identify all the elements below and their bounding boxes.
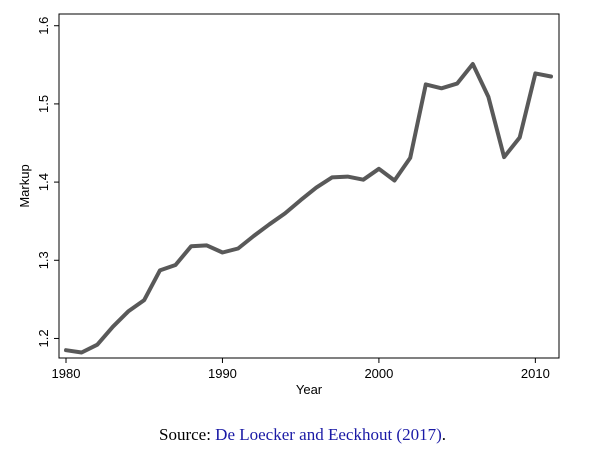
source-caption: Source: De Loecker and Eeckhout (2017).: [0, 425, 605, 445]
x-tick-label: 1990: [208, 366, 237, 381]
markup-series-line: [64, 62, 553, 355]
x-tick-label: 2000: [364, 366, 393, 381]
y-tick-label: 1.3: [36, 251, 51, 269]
y-axis: 1.2 1.3 1.4 1.5 1.6: [36, 17, 59, 347]
y-tick-label: 1.5: [36, 95, 51, 113]
x-tick-label: 2010: [521, 366, 550, 381]
markup-line-chart: 1.2 1.3 1.4 1.5 1.6 1980 1990 2000 2010 Year Ma…: [17, 13, 560, 397]
x-axis: 1980 1990 2000 2010: [52, 358, 550, 381]
source-reference-link[interactable]: De Loecker and Eeckhout (2017): [215, 425, 442, 444]
x-tick-label: 1980: [52, 366, 81, 381]
y-tick-label: 1.4: [36, 173, 51, 191]
x-axis-title: Year: [296, 382, 323, 397]
y-axis-title: Markup: [17, 164, 32, 207]
source-suffix: .: [441, 425, 446, 444]
y-tick-label: 1.6: [36, 17, 51, 35]
series-points: [64, 62, 553, 354]
plot-area-border: [58, 13, 560, 359]
y-tick-label: 1.2: [36, 329, 51, 347]
source-prefix: Source:: [158, 425, 216, 444]
